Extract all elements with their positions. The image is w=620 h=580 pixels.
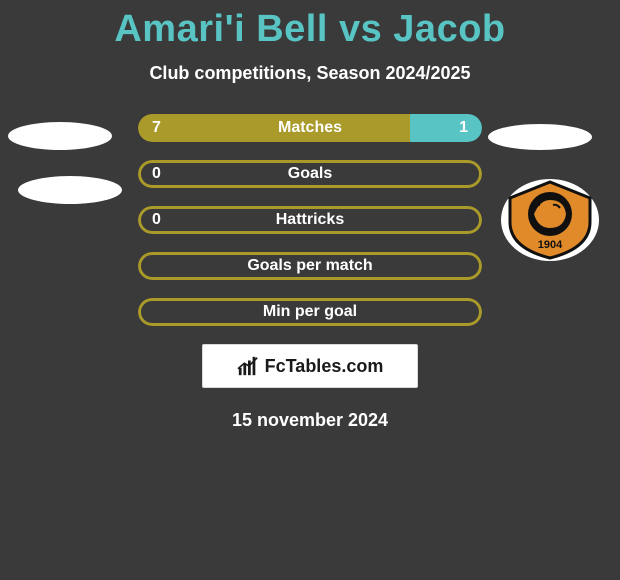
stat-bar: Hattricks0 [138, 206, 482, 234]
bar-value-left: 7 [152, 114, 161, 142]
comparison-widget: Amari'i Bell vs Jacob Club competitions,… [0, 0, 620, 580]
bar-value-left: 0 [152, 206, 161, 234]
bar-label: Hattricks [138, 206, 482, 234]
bar-label: Min per goal [138, 298, 482, 326]
bar-label: Goals [138, 160, 482, 188]
chart-icon [237, 355, 259, 377]
bar-value-left: 0 [152, 160, 161, 188]
stat-bar: Goals per match [138, 252, 482, 280]
logo-text: FcTables.com [265, 356, 384, 377]
right-player-shape [488, 124, 592, 150]
bar-label: Matches [138, 114, 482, 142]
stat-bar: Matches7 1 [138, 114, 482, 142]
page-title: Amari'i Bell vs Jacob [0, 8, 620, 51]
right-club-badge: 1904 [500, 178, 600, 262]
comparison-bars: Matches71Goals0Hattricks0Goals per match… [138, 114, 482, 326]
update-date: 15 november 2024 [0, 410, 620, 431]
badge-year: 1904 [538, 239, 563, 251]
page-subtitle: Club competitions, Season 2024/2025 [0, 63, 620, 84]
bar-value-right: 1 [459, 114, 468, 142]
stat-bar: Goals0 [138, 160, 482, 188]
left-player-shape-1 [8, 122, 112, 150]
bar-label: Goals per match [138, 252, 482, 280]
stat-bar: Min per goal [138, 298, 482, 326]
fctables-logo[interactable]: FcTables.com [202, 344, 418, 388]
left-player-shape-2 [18, 176, 122, 204]
